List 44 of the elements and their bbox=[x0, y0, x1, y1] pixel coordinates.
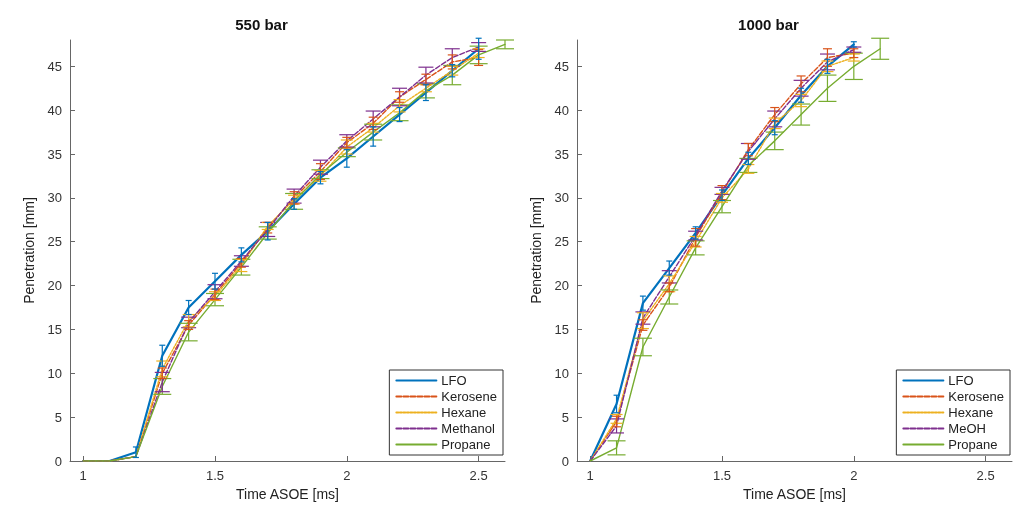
legend-label: Hexane bbox=[441, 405, 487, 420]
y-tick-label: 35 bbox=[47, 146, 62, 162]
x-tick-label: 2 bbox=[343, 468, 351, 483]
y-tick-label: 0 bbox=[54, 453, 62, 469]
legend-label: Propane bbox=[948, 437, 998, 452]
y-tick-label: 5 bbox=[561, 409, 569, 425]
legend-label: Methanol bbox=[441, 421, 495, 436]
y-tick-label: 45 bbox=[554, 58, 569, 74]
x-tick-label: 1.5 bbox=[712, 468, 732, 483]
chart-title: 550 bar bbox=[235, 16, 288, 33]
y-tick-label: 0 bbox=[561, 453, 569, 469]
y-tick-label: 20 bbox=[47, 278, 62, 294]
y-axis-title: Penetration [mm] bbox=[21, 197, 37, 304]
y-tick-label: 25 bbox=[47, 234, 62, 250]
y-tick-label: 40 bbox=[554, 102, 569, 118]
y-tick-label: 10 bbox=[554, 365, 569, 381]
y-tick-label: 10 bbox=[47, 365, 62, 381]
legend-label: Kerosene bbox=[441, 389, 498, 404]
y-tick-label: 20 bbox=[554, 278, 569, 294]
x-axis-title: Time ASOE [ms] bbox=[236, 485, 339, 502]
y-tick-label: 25 bbox=[554, 234, 569, 250]
y-tick-label: 35 bbox=[554, 146, 569, 162]
chart-title: 1000 bar bbox=[738, 16, 800, 33]
y-tick-label: 15 bbox=[554, 321, 569, 337]
x-tick-label: 2 bbox=[850, 468, 858, 483]
legend-label: LFO bbox=[441, 373, 467, 388]
x-tick-label: 1 bbox=[586, 468, 594, 483]
x-tick-label: 1 bbox=[79, 468, 87, 483]
x-tick-label: 2.5 bbox=[469, 468, 488, 483]
y-tick-label: 30 bbox=[47, 190, 62, 206]
y-axis-title: Penetration [mm] bbox=[528, 197, 544, 304]
x-tick-label: 2.5 bbox=[976, 468, 995, 483]
legend-label: MeOH bbox=[948, 421, 986, 436]
x-tick-label: 1.5 bbox=[205, 468, 225, 483]
y-tick-label: 5 bbox=[54, 409, 62, 425]
legend-label: Propane bbox=[441, 437, 491, 452]
legend-label: LFO bbox=[948, 373, 974, 388]
y-tick-label: 30 bbox=[554, 190, 569, 206]
y-tick-label: 40 bbox=[47, 102, 62, 118]
y-tick-label: 45 bbox=[47, 58, 62, 74]
legend-label: Kerosene bbox=[948, 389, 1005, 404]
legend-label: Hexane bbox=[948, 405, 994, 420]
x-axis-title: Time ASOE [ms] bbox=[743, 485, 846, 502]
y-tick-label: 15 bbox=[47, 321, 62, 337]
